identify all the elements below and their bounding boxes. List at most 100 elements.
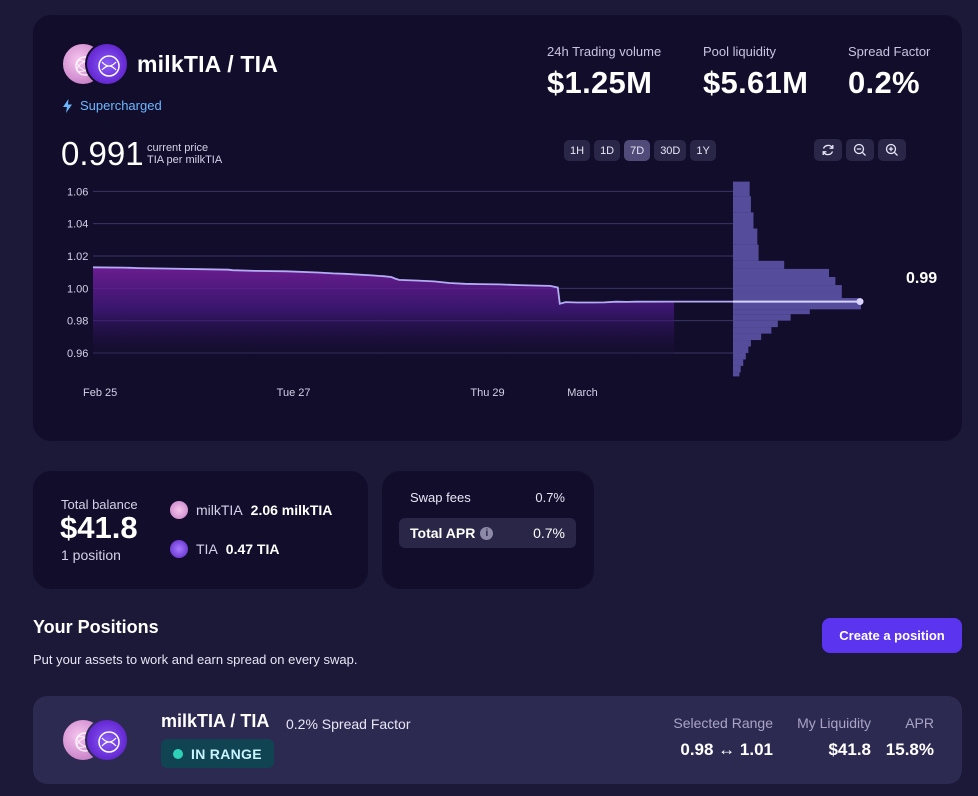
tia-token-icon [85, 42, 129, 86]
depth-bar [733, 268, 829, 277]
spread-value: 0.2% [848, 65, 920, 100]
total-apr-label: Total APR [410, 525, 476, 541]
fees-card: Swap fees 0.7% Total APR i 0.7% [382, 471, 594, 589]
status-dot-icon [173, 748, 183, 759]
volume-label: 24h Trading volume [547, 44, 662, 59]
liquidity-depth-histogram [733, 181, 861, 377]
timeframe-1d-button[interactable]: 1D [594, 140, 621, 161]
selected-range-column: Selected Range 0.98 ↔ 1.01 [673, 715, 773, 760]
timeframe-selector: 1H 1D 7D 30D 1Y [564, 140, 716, 161]
total-balance-value: $41.8 [60, 510, 138, 545]
asset-amount: 2.06 milkTIA [250, 502, 333, 518]
position-spread-factor: 0.2% Spread Factor [286, 716, 411, 732]
my-liquidity-value: $41.8 [828, 740, 871, 759]
timeframe-1y-button[interactable]: 1Y [690, 140, 716, 161]
my-liquidity-label: My Liquidity [797, 715, 871, 731]
x-axis-ticks: Feb 25 Tue 27 Thu 29 March [83, 387, 598, 399]
zoom-in-button[interactable] [878, 139, 906, 161]
depth-bar [733, 309, 810, 315]
depth-bar [733, 372, 740, 377]
depth-bar [733, 212, 754, 229]
pool-title: milkTIA / TIA [137, 51, 279, 77]
y-tick-label: 0.98 [67, 316, 88, 328]
current-price-unit: TIA per milkTIA [147, 154, 223, 166]
zoom-out-icon [853, 143, 866, 156]
y-tick-label: 1.06 [67, 186, 88, 198]
price-area [93, 267, 675, 360]
create-position-button[interactable]: Create a position [822, 618, 962, 653]
total-balance-label: Total balance [61, 497, 138, 512]
depth-bar [733, 244, 759, 261]
x-tick-label: Feb 25 [83, 387, 117, 399]
depth-bar [733, 314, 791, 321]
supercharged-badge: Supercharged [63, 98, 162, 113]
swap-fees-value: 0.7% [535, 490, 565, 505]
positions-title: Your Positions [33, 617, 159, 637]
depth-bar [733, 285, 842, 292]
depth-bar [733, 304, 861, 310]
depth-bar [733, 196, 751, 213]
total-apr-label-group: Total APR i [410, 525, 494, 541]
asset-name: milkTIA [196, 502, 243, 518]
x-tick-label: March [567, 387, 598, 399]
pool-overview-card: milkTIA / TIA Supercharged 24h Trading v… [33, 15, 962, 441]
total-apr-value: 0.7% [533, 525, 565, 541]
depth-bar [733, 181, 750, 197]
current-price-caption: current price TIA per milkTIA [147, 142, 222, 166]
asset-name: TIA [196, 541, 218, 557]
y-tick-label: 1.00 [67, 283, 88, 295]
asset-row-milktia: milkTIA 2.06 milkTIA [170, 501, 332, 519]
timeframe-7d-button[interactable]: 7D [624, 140, 651, 161]
position-row[interactable]: milkTIA / TIA 0.2% Spread Factor IN RANG… [33, 696, 962, 784]
y-axis-ticks: 1.06 1.04 1.02 1.00 0.98 0.96 [67, 186, 88, 360]
x-tick-label: Thu 29 [470, 387, 504, 399]
current-price-end-label: 0.99 [906, 270, 937, 287]
x-tick-label: Tue 27 [277, 387, 311, 399]
supercharged-label: Supercharged [80, 98, 162, 113]
token-pair-icon [61, 42, 131, 88]
depth-bar [733, 333, 762, 341]
current-price-value: 0.991 [61, 135, 144, 172]
refresh-icon [822, 144, 834, 156]
token-pair-icon [61, 718, 131, 764]
y-tick-label: 0.96 [67, 348, 88, 360]
depth-bar [733, 228, 758, 245]
depth-bar [733, 352, 746, 360]
depth-bar [733, 327, 772, 334]
current-price-marker [856, 298, 864, 306]
my-liquidity-column: My Liquidity $41.8 [797, 715, 871, 760]
depth-bar [733, 291, 842, 299]
position-count: 1 position [61, 547, 121, 563]
positions-subtitle: Put your assets to work and earn spread … [33, 652, 358, 667]
liquidity-stat: Pool liquidity $5.61M [703, 44, 808, 101]
zoom-out-button[interactable] [846, 139, 874, 161]
apr-label: APR [905, 715, 934, 731]
y-tick-label: 1.02 [67, 251, 88, 263]
balance-card: Total balance $41.8 1 position milkTIA 2… [33, 471, 368, 589]
apr-column: APR 15.8% [886, 715, 934, 760]
depth-bar [733, 277, 836, 286]
refresh-button[interactable] [814, 139, 842, 161]
range-status-label: IN RANGE [191, 745, 262, 762]
depth-bar [733, 260, 785, 269]
depth-bar [733, 365, 741, 373]
lightning-icon [63, 98, 72, 113]
depth-bar [733, 340, 751, 347]
selected-range-value: 0.98 ↔ 1.01 [680, 740, 773, 759]
spread-stat: Spread Factor 0.2% [848, 44, 930, 101]
depth-bar [733, 359, 744, 366]
milktia-token-icon [170, 501, 188, 519]
tia-token-icon [85, 718, 129, 762]
volume-stat: 24h Trading volume $1.25M [547, 44, 661, 101]
chart-controls [814, 139, 906, 161]
asset-row-tia: TIA 0.47 TIA [170, 540, 279, 558]
depth-bar [733, 320, 778, 328]
in-range-badge: IN RANGE [161, 739, 274, 768]
timeframe-1h-button[interactable]: 1H [564, 140, 591, 161]
timeframe-30d-button[interactable]: 30D [654, 140, 687, 161]
price-line [92, 266, 860, 305]
liquidity-value: $5.61M [703, 65, 809, 100]
volume-value: $1.25M [547, 65, 653, 100]
price-chart[interactable]: 1.06 1.04 1.02 1.00 0.98 0.96 Feb 25 Tue 27 Thu… [33, 180, 962, 405]
info-icon[interactable]: i [480, 526, 494, 540]
